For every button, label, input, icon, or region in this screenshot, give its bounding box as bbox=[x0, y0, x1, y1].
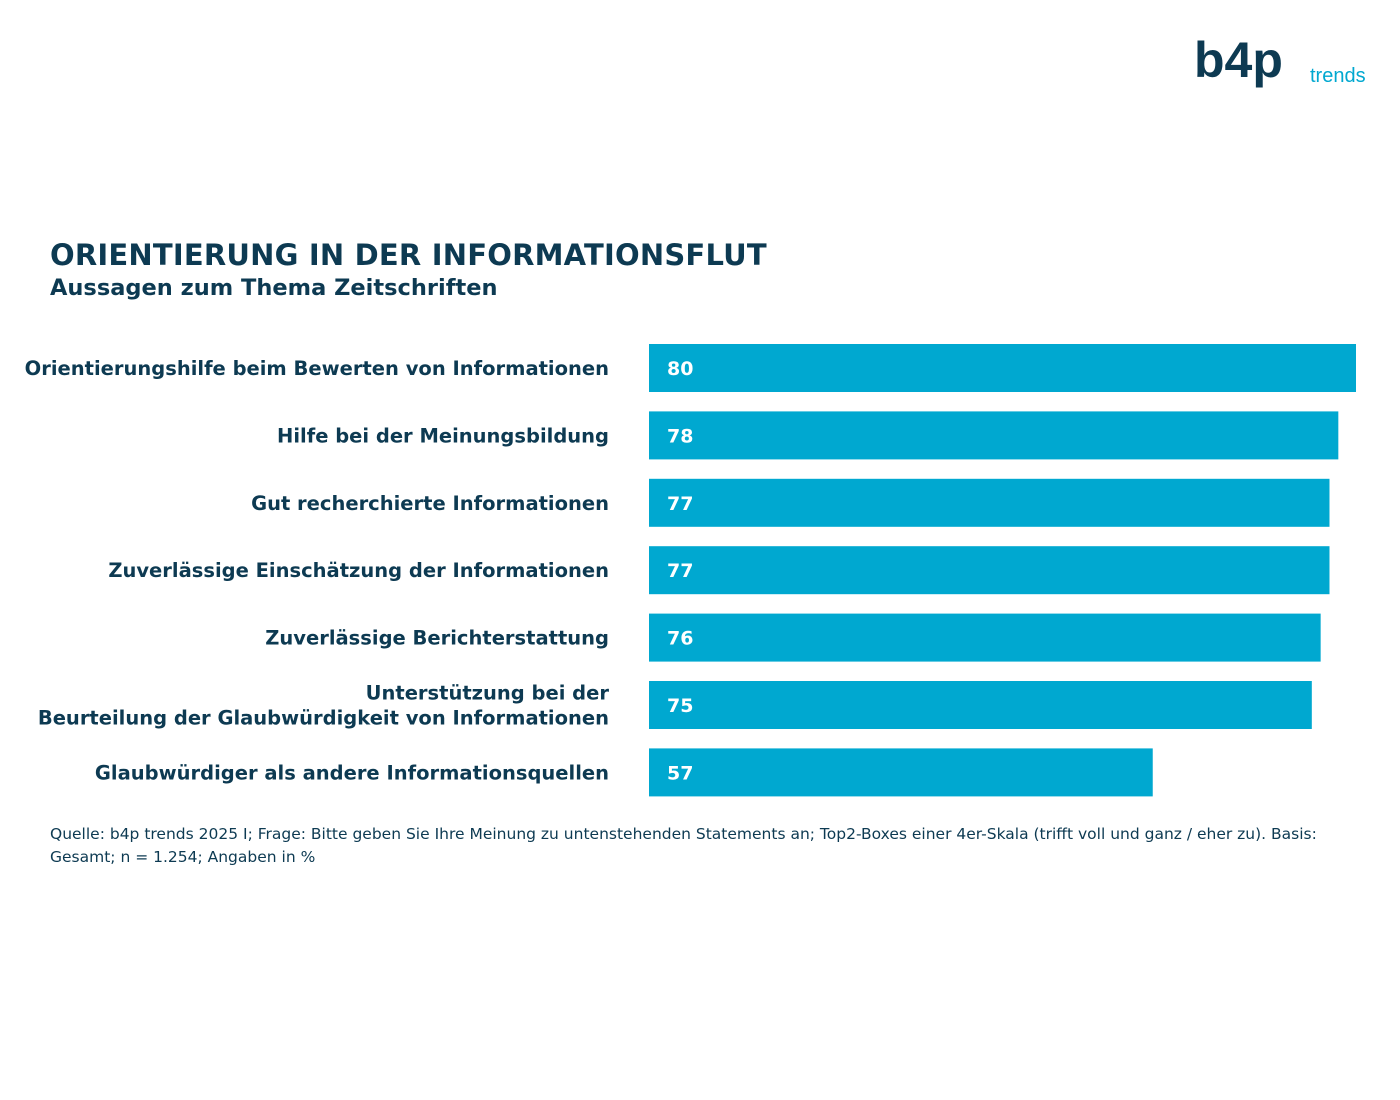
bar-value-label: 80 bbox=[667, 358, 693, 380]
category-label: Orientierungshilfe beim Bewerten von Inf… bbox=[25, 357, 609, 380]
b4p-logo-graphic: b4p trends bbox=[1194, 32, 1366, 88]
bar-value-label: 75 bbox=[667, 695, 693, 717]
bar bbox=[649, 411, 1339, 460]
bar-value-label: 77 bbox=[667, 560, 693, 582]
category-label: Zuverlässige Einschätzung der Informatio… bbox=[108, 559, 609, 582]
chart-header: ORIENTIERUNG IN DER INFORMATIONSFLUT Aus… bbox=[50, 236, 767, 302]
bar bbox=[649, 344, 1356, 392]
logo-primary-text: b4p bbox=[1194, 32, 1283, 88]
bar-value-label: 76 bbox=[667, 628, 693, 650]
bar bbox=[649, 613, 1321, 662]
bar-value-label: 78 bbox=[667, 425, 693, 447]
b4p-trends-logo: b4p trends bbox=[1190, 32, 1380, 102]
logo-secondary-text: trends bbox=[1310, 65, 1366, 87]
source-note: Quelle: b4p trends 2025 I; Frage: Bitte … bbox=[50, 825, 1317, 866]
category-label: Beurteilung der Glaubwürdigkeit von Info… bbox=[38, 707, 609, 730]
bar bbox=[649, 478, 1330, 527]
category-label: Zuverlässige Berichterstattung bbox=[265, 627, 609, 650]
bar bbox=[649, 748, 1153, 797]
bar bbox=[649, 681, 1312, 729]
chart-title: ORIENTIERUNG IN DER INFORMATIONSFLUT bbox=[50, 238, 767, 272]
chart-subtitle: Aussagen zum Thema Zeitschriften bbox=[50, 275, 498, 301]
category-label: Glaubwürdiger als andere Informationsque… bbox=[95, 761, 609, 784]
bar-value-label: 77 bbox=[667, 493, 693, 515]
category-label: Gut recherchierte Informationen bbox=[251, 492, 609, 515]
category-label: Hilfe bei der Meinungsbildung bbox=[277, 424, 609, 447]
category-label: Unterstützung bei der bbox=[366, 682, 610, 705]
bar bbox=[649, 546, 1330, 595]
bar-value-label: 57 bbox=[667, 762, 693, 784]
